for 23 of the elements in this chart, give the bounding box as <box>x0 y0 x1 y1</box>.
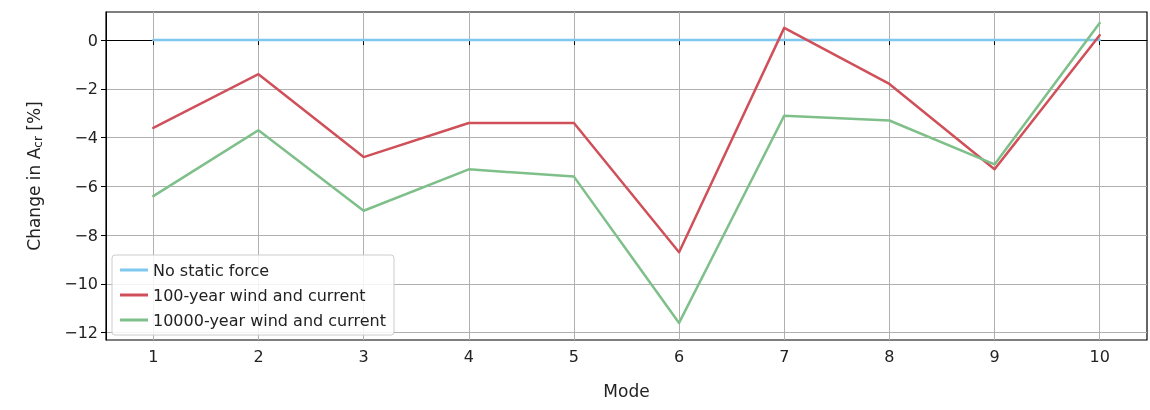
y-tick-label: −8 <box>74 225 98 245</box>
x-tick-label: 3 <box>358 346 369 366</box>
x-tick-label: 7 <box>779 346 790 366</box>
x-tick-label: 10 <box>1089 346 1110 366</box>
line-series <box>152 26 1101 254</box>
y-axis-title: Change in Acr [%] <box>24 101 45 251</box>
x-tick-label: 6 <box>673 346 685 366</box>
x-tick-label: 4 <box>463 346 474 366</box>
y-tick-label: −4 <box>74 128 98 148</box>
y-tick-label: −2 <box>74 79 98 99</box>
x-tick-label: 2 <box>253 346 264 366</box>
y-tick-label: −6 <box>74 176 98 196</box>
x-tick-label: 5 <box>568 346 580 366</box>
y-tick-label: −10 <box>64 274 98 294</box>
y-tick-label: −12 <box>64 323 98 343</box>
legend-label: 10000-year wind and current <box>153 310 386 330</box>
x-axis-title: Mode <box>603 380 650 401</box>
legend-label: 100-year wind and current <box>153 285 366 305</box>
legend-label: No static force <box>153 260 270 280</box>
x-tick-label: 1 <box>148 346 159 366</box>
x-tick-label: 8 <box>884 346 895 366</box>
y-tick-label: 0 <box>87 30 98 50</box>
x-tick-label: 9 <box>989 346 1000 366</box>
